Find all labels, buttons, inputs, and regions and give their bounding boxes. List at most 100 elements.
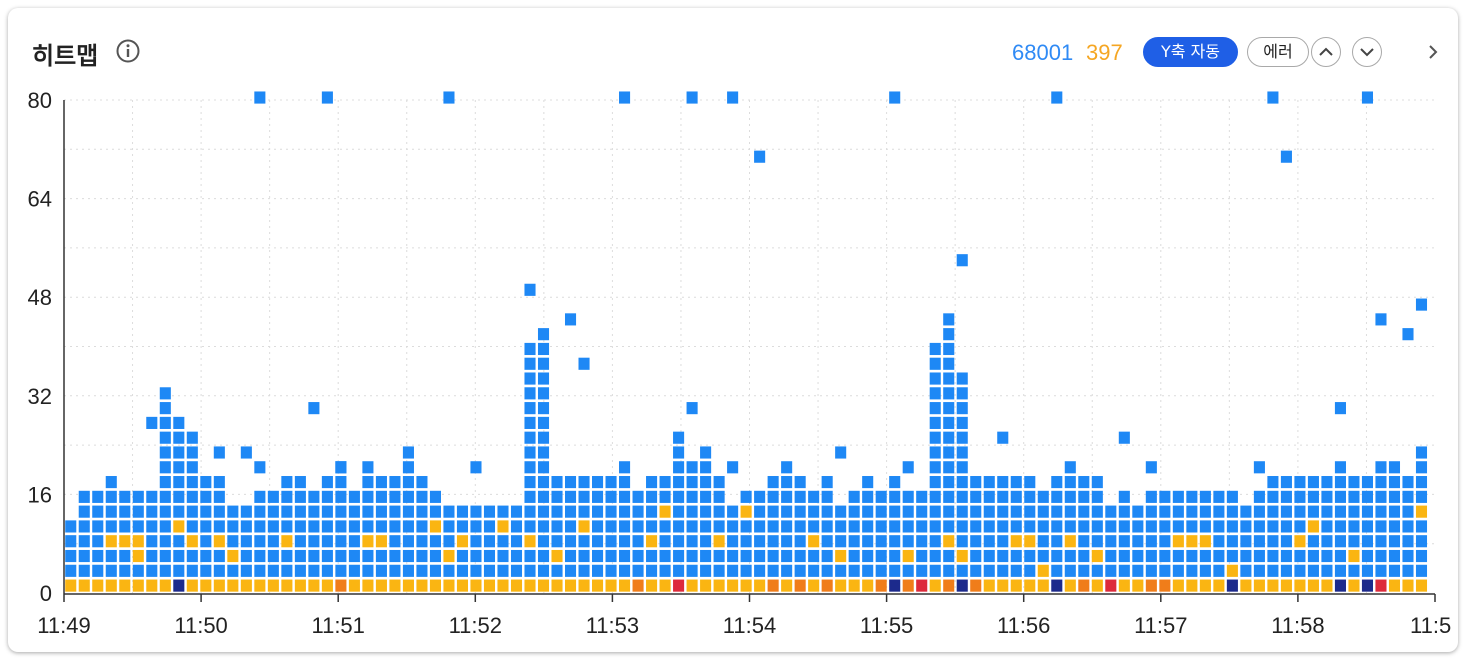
heatmap-cell [794, 549, 806, 563]
heatmap-cell [1361, 505, 1374, 518]
heatmap-cell [132, 535, 144, 548]
heatmap-cell [754, 150, 766, 163]
error-filter-button[interactable]: 에러 [1247, 37, 1309, 67]
heatmap-cell [1145, 490, 1157, 503]
heatmap-cell [1253, 505, 1265, 518]
heatmap-cell [294, 579, 306, 592]
heatmap-cell [619, 579, 631, 592]
heatmap-cell [983, 520, 995, 533]
heatmap-cell [956, 416, 968, 429]
heatmap-cell [159, 520, 171, 533]
heatmap-cell [835, 549, 847, 563]
heatmap-cell [673, 520, 685, 533]
heatmap-cell [916, 564, 928, 577]
heatmap-cell [1402, 535, 1414, 548]
heatmap-cell [267, 520, 279, 533]
heatmap-cell [1132, 505, 1144, 518]
heatmap-cell [1091, 549, 1103, 563]
heatmap-cell [1078, 549, 1090, 563]
heatmap-cell [1078, 490, 1090, 503]
heatmap-cell [335, 579, 347, 592]
heatmap-cell [1118, 564, 1130, 577]
heatmap-cell [92, 505, 104, 518]
heatmap-cell [673, 461, 685, 474]
heatmap-cell [1078, 564, 1090, 577]
heatmap-cell [537, 461, 550, 474]
heatmap-cell [551, 505, 563, 518]
heatmap-cell [92, 549, 104, 563]
scroll-down-button[interactable] [1352, 37, 1382, 67]
heatmap-cell [537, 476, 550, 489]
heatmap-cell [119, 564, 131, 577]
heatmap-cell [267, 579, 279, 592]
heatmap-cell [943, 579, 955, 592]
heatmap-cell [983, 564, 995, 577]
heatmap-cell [970, 549, 982, 563]
heatmap-cell [1132, 520, 1144, 533]
heatmap-cell [281, 549, 293, 563]
heatmap-cell [564, 313, 577, 326]
scroll-up-button[interactable] [1311, 37, 1341, 67]
heatmap-cell [1037, 505, 1049, 518]
heatmap-cell [700, 564, 712, 577]
heatmap-cell [1213, 549, 1225, 563]
heatmap-cell [429, 520, 441, 533]
heatmap-cell [983, 490, 995, 503]
heatmap-cell [1159, 549, 1171, 563]
heatmap-cell [375, 535, 387, 548]
heatmap-cell [537, 402, 550, 415]
heatmap-cell [1253, 549, 1265, 563]
heatmap-cell [1145, 461, 1157, 474]
heatmap-cell [1375, 520, 1387, 533]
heatmap-cell [416, 505, 428, 518]
heatmap-cell [1159, 490, 1171, 503]
heatmap-cell [254, 579, 266, 592]
heatmap-cell [389, 564, 401, 577]
heatmap-cell [835, 446, 847, 459]
heatmap-cell [781, 564, 793, 577]
heatmap-cell [416, 535, 428, 548]
heatmap-cell [875, 490, 887, 503]
heatmap-cell [1226, 579, 1238, 592]
heatmap-cell [456, 535, 469, 548]
heatmap-cell [1280, 490, 1292, 503]
heatmap-cell [943, 357, 955, 370]
heatmap-cell [1159, 564, 1171, 577]
heatmap-cell [1024, 564, 1036, 577]
heatmap-cell [294, 476, 306, 489]
heatmap-cell [1240, 564, 1252, 577]
heatmap-cell [105, 579, 117, 592]
heatmap-cell [727, 549, 739, 563]
heatmap-cell [686, 461, 698, 474]
heatmap-cell [1172, 505, 1184, 518]
heatmap-cell [821, 476, 833, 489]
heatmap-cell [1024, 579, 1036, 592]
heatmap-cell [943, 313, 955, 326]
heatmap-cell [1145, 505, 1157, 518]
heatmap-cell [146, 520, 158, 533]
info-icon[interactable] [116, 39, 140, 63]
heatmap-cell [1307, 535, 1319, 548]
heatmap-cell [632, 520, 644, 533]
heatmap-cell [402, 505, 414, 518]
heatmap-cell [443, 520, 455, 533]
heatmap-cell [105, 505, 117, 518]
x-tick-label: 11:50 [174, 613, 227, 638]
heatmap-cell [673, 490, 685, 503]
heatmap-cell [862, 505, 874, 518]
heatmap-cell [1064, 476, 1076, 489]
heatmap-cell [767, 579, 779, 592]
heatmap-cell [1415, 549, 1428, 563]
y-axis-auto-button[interactable]: Y축 자동 [1143, 37, 1238, 67]
heatmap-cell [173, 416, 185, 429]
heatmap-cell [186, 490, 198, 503]
heatmap-cell [929, 535, 941, 548]
heatmap-cell [754, 505, 766, 518]
heatmap-cell [821, 535, 833, 548]
heatmap-cell [821, 579, 833, 592]
heatmap-cell [943, 461, 955, 474]
next-button[interactable] [1418, 37, 1448, 67]
heatmap-cell [564, 520, 577, 533]
heatmap-cell [551, 535, 563, 548]
